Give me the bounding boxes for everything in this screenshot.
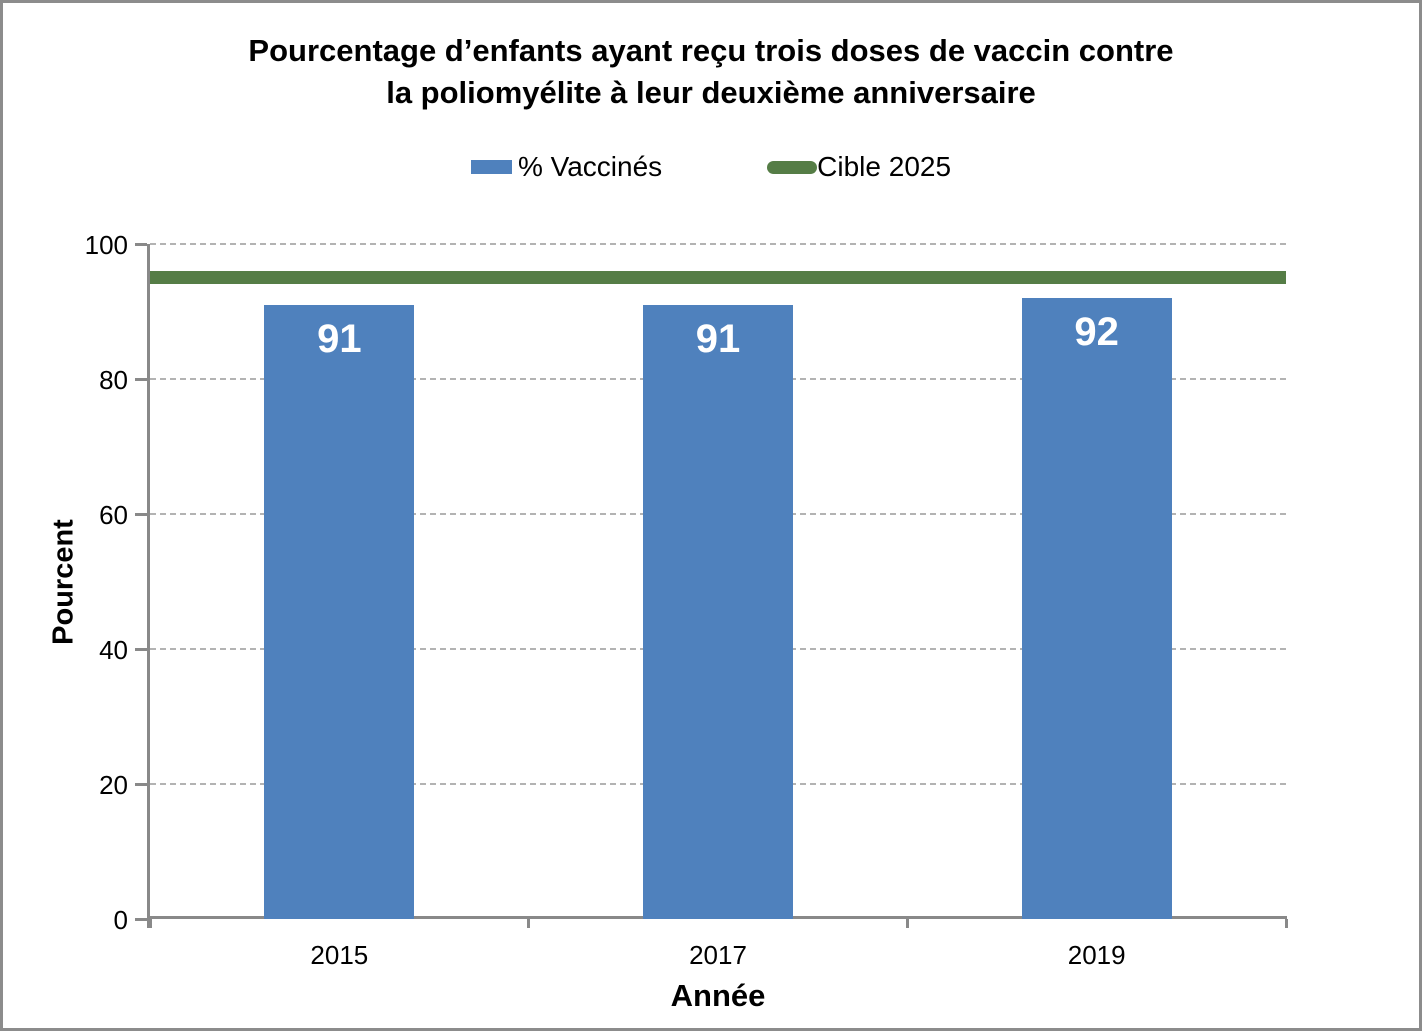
chart-title-line2: la poliomyélite à leur deuxième annivers… (386, 75, 1036, 110)
y-tick-label-40: 40 (99, 635, 128, 665)
bar-series-swatch-icon (470, 160, 512, 174)
line-series-swatch-icon (767, 160, 818, 174)
y-tick-label-0: 0 (113, 905, 128, 935)
x-tick-mark-0 (148, 919, 152, 928)
bar-2019 (1021, 298, 1172, 919)
x-tick-mark-2 (905, 919, 909, 928)
bar-label-2019: 92 (1074, 310, 1119, 354)
x-tick-label-2017: 2017 (689, 940, 747, 970)
y-tick-mark-40 (135, 647, 147, 651)
y-tick-label-20: 20 (99, 770, 128, 800)
y-tick-mark-100 (135, 242, 147, 246)
bar-2017 (643, 304, 793, 919)
bar-label-2015: 91 (317, 316, 362, 361)
legend-label-target: Cible 2025 (817, 151, 952, 182)
bar-2015 (264, 304, 415, 919)
y-axis-title: Pourcent (47, 518, 80, 645)
chart-title: Pourcentage d’enfants ayant reçu trois d… (3, 30, 1419, 114)
plot-area: Pourcent Année 0 20 40 60 80 100 91 2015 91 2017 9… (48, 230, 1288, 1013)
y-tick-mark-60 (135, 512, 147, 516)
y-tick-mark-20 (135, 782, 147, 786)
y-tick-label-80: 80 (99, 365, 128, 395)
x-axis-title: Année (670, 978, 766, 1013)
chart-title-line1: Pourcentage d’enfants ayant reçu trois d… (248, 33, 1174, 68)
y-tick-mark-0 (135, 917, 147, 921)
x-tick-mark-1 (527, 919, 531, 928)
bar-label-2017: 91 (695, 316, 741, 361)
y-tick-label-60: 60 (99, 500, 128, 530)
y-tick-label-100: 100 (84, 230, 128, 260)
x-tick-mark-3 (1284, 919, 1288, 928)
legend-label-vaccinated: % Vaccinés (517, 151, 663, 182)
y-tick-mark-80 (135, 377, 147, 381)
x-tick-label-2019: 2019 (1067, 940, 1126, 970)
legend-item-vaccinated: % Vaccinés (470, 151, 663, 183)
gridline-100 (150, 243, 1286, 245)
legend-item-target: Cible 2025 (767, 151, 951, 183)
x-tick-label-2015: 2015 (310, 940, 369, 970)
target-line (150, 271, 1286, 285)
legend: % Vaccinés Cible 2025 (3, 151, 1419, 183)
y-axis-line (147, 244, 150, 928)
